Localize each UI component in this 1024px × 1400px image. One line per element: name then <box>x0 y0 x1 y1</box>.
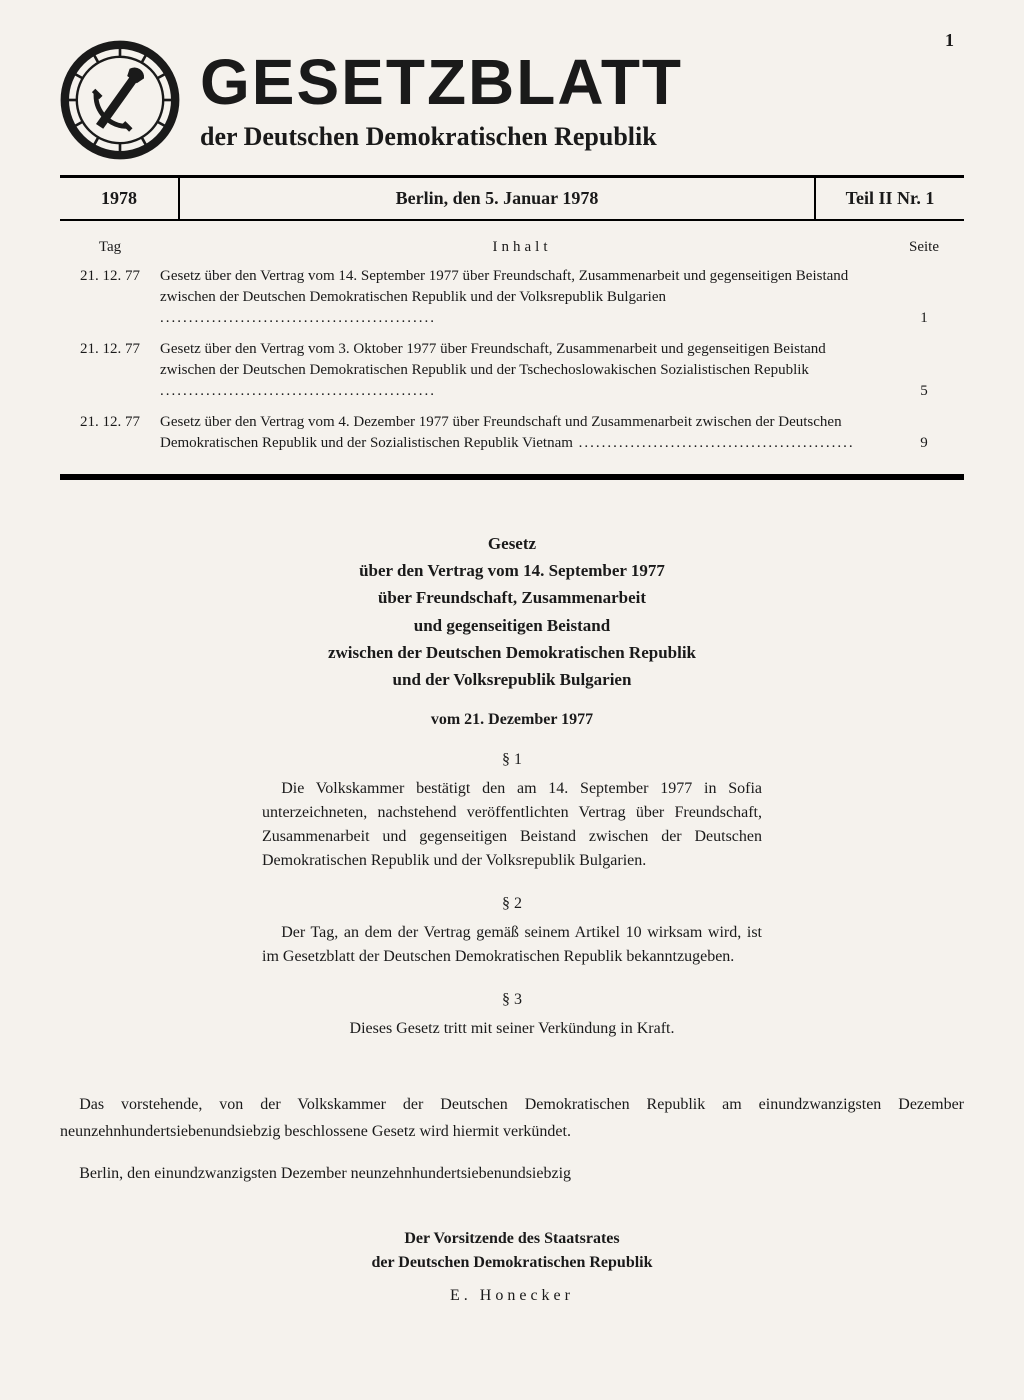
section-number: § 3 <box>242 991 782 1009</box>
toc-header-inhalt: Inhalt <box>160 239 884 256</box>
toc-text: Gesetz über den Vertrag vom 14. Septembe… <box>160 266 884 329</box>
proclamation: Das vorstehende, von der Volkskammer der… <box>60 1091 964 1187</box>
state-emblem-icon <box>60 40 180 160</box>
section-number: § 1 <box>242 751 782 769</box>
issue-part: Teil II Nr. 1 <box>814 178 964 219</box>
toc-page: 9 <box>884 435 964 454</box>
toc-text: Gesetz über den Vertrag vom 4. Dezember … <box>160 412 884 454</box>
page-number: 1 <box>945 30 954 51</box>
toc-page: 1 <box>884 310 964 329</box>
section-number: § 2 <box>242 895 782 913</box>
section-text: Dieses Gesetz tritt mit seiner Verkündun… <box>242 1017 782 1041</box>
issue-year: 1978 <box>60 178 180 219</box>
toc-date: 21. 12. 77 <box>60 412 160 431</box>
toc-row: 21. 12. 77 Gesetz über den Vertrag vom 4… <box>60 412 964 454</box>
law-date: vom 21. Dezember 1977 <box>242 711 782 729</box>
subtitle: der Deutschen Demokratischen Republik <box>200 122 964 152</box>
issue-bar: 1978 Berlin, den 5. Januar 1978 Teil II … <box>60 175 964 221</box>
toc-header-tag: Tag <box>60 239 160 256</box>
section-text: Der Tag, an dem der Vertrag gemäß seinem… <box>262 921 762 969</box>
toc-header-seite: Seite <box>884 239 964 256</box>
toc-row: 21. 12. 77 Gesetz über den Vertrag vom 3… <box>60 339 964 402</box>
toc-row: 21. 12. 77 Gesetz über den Vertrag vom 1… <box>60 266 964 329</box>
signatory-block: Der Vorsitzende des Staatsrates der Deut… <box>60 1227 964 1305</box>
toc-text: Gesetz über den Vertrag vom 3. Oktober 1… <box>160 339 884 402</box>
proclamation-lead: Das vorstehende, von der Volkskammer der… <box>60 1091 964 1145</box>
law-section: § 1 Die Volkskammer bestätigt den am 14.… <box>242 751 782 873</box>
toc-page: 5 <box>884 383 964 402</box>
toc-date: 21. 12. 77 <box>60 266 160 285</box>
law-section: § 2 Der Tag, an dem der Vertrag gemäß se… <box>242 895 782 969</box>
issue-place-date: Berlin, den 5. Januar 1978 <box>180 178 814 219</box>
law-section: § 3 Dieses Gesetz tritt mit seiner Verkü… <box>242 991 782 1041</box>
law-heading: Gesetz über den Vertrag vom 14. Septembe… <box>242 530 782 693</box>
table-of-contents: Tag Inhalt Seite 21. 12. 77 Gesetz über … <box>60 239 964 454</box>
law-heading-block: Gesetz über den Vertrag vom 14. Septembe… <box>242 530 782 1041</box>
main-title: GESETZBLATT <box>200 50 964 114</box>
masthead: GESETZBLATT der Deutschen Demokratischen… <box>60 40 964 160</box>
divider-rule <box>60 474 964 480</box>
section-text: Die Volkskammer bestätigt den am 14. Sep… <box>262 777 762 873</box>
signatory-title: Der Vorsitzende des Staatsrates der Deut… <box>60 1227 964 1275</box>
proclamation-place: Berlin, den einundzwanzigsten Dezember n… <box>60 1160 964 1187</box>
signatory-name: E. Honecker <box>60 1287 964 1305</box>
toc-date: 21. 12. 77 <box>60 339 160 358</box>
